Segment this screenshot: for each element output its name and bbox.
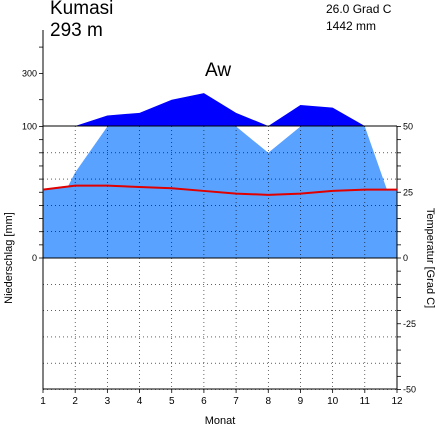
month-label: 8 xyxy=(265,396,271,407)
x-axis-label: Monat xyxy=(205,415,236,427)
y-axis-label-left: Niederschlag [mm] xyxy=(3,212,15,304)
axes xyxy=(42,30,398,390)
precipitation-area xyxy=(43,93,397,258)
perhumid-area xyxy=(43,93,397,126)
left-tick-label: 300 xyxy=(22,68,37,78)
month-label: 11 xyxy=(360,396,371,407)
month-label: 1 xyxy=(40,396,46,407)
month-label: 4 xyxy=(137,396,143,407)
left-tick-label: 100 xyxy=(22,122,37,132)
left-tick-label: 0 xyxy=(32,253,37,263)
month-label: 2 xyxy=(72,396,78,407)
climate-classification: Aw xyxy=(205,60,232,81)
station-elevation: 293 m xyxy=(50,20,103,41)
month-label: 7 xyxy=(233,396,239,407)
right-tick-label: 25 xyxy=(403,187,413,197)
humid-season-area-lower xyxy=(43,185,397,258)
month-label: 5 xyxy=(169,396,175,407)
station-name: Kumasi xyxy=(50,0,114,19)
month-label: 12 xyxy=(391,396,403,407)
month-label: 3 xyxy=(105,396,111,407)
y-axis-label-right: Temperatur [Grad C] xyxy=(424,208,436,308)
humid-season-area xyxy=(43,126,397,235)
right-tick-label: 0 xyxy=(403,253,408,263)
month-label: 10 xyxy=(327,396,339,407)
annual-precipitation: 1442 mm xyxy=(326,19,377,33)
right-tick-label: -25 xyxy=(403,319,416,329)
temperature-line xyxy=(42,184,397,196)
right-tick-label: 50 xyxy=(403,122,413,132)
tick-marks xyxy=(39,46,401,393)
month-label: 9 xyxy=(298,396,304,407)
temperature-curve xyxy=(42,184,397,196)
right-tick-label: -50 xyxy=(403,385,416,395)
month-label: 6 xyxy=(201,396,207,407)
mean-temperature: 26.0 Grad C xyxy=(326,2,392,16)
